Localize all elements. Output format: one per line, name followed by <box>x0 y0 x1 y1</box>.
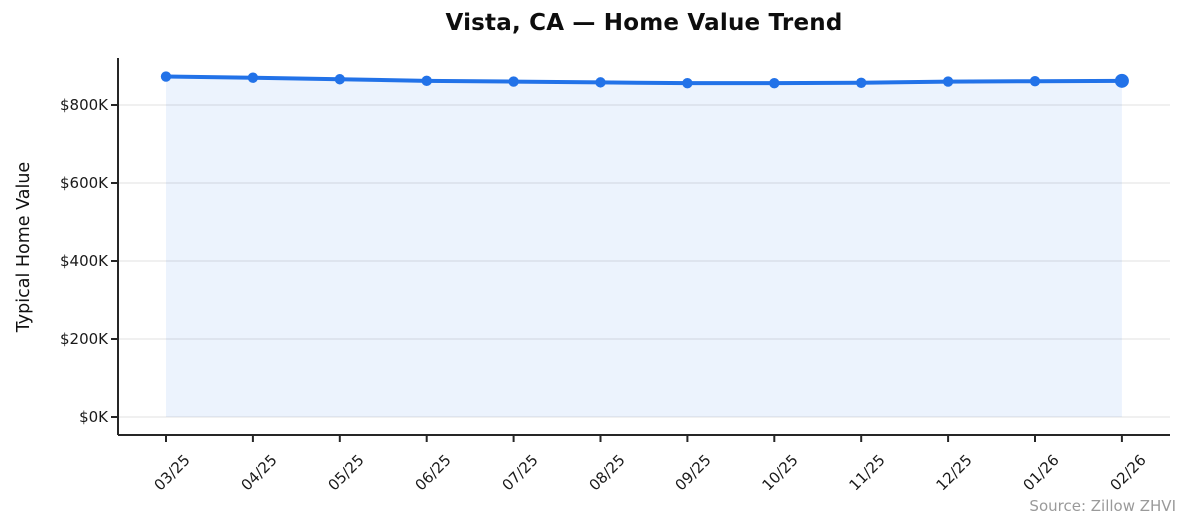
data-point <box>247 72 259 83</box>
y-tick-label: $600K <box>59 174 108 192</box>
data-point <box>508 76 519 87</box>
data-point <box>769 77 780 89</box>
y-tick-label: $0K <box>79 408 108 426</box>
data-point <box>942 76 954 87</box>
y-tick-label: $400K <box>59 252 108 270</box>
data-point <box>160 71 172 82</box>
data-point-latest <box>1114 73 1129 88</box>
data-point <box>334 74 345 85</box>
data-point <box>856 77 867 88</box>
y-tick-label: $200K <box>59 330 108 348</box>
data-point <box>421 75 432 87</box>
y-tick-label: $800K <box>59 96 108 114</box>
series-area-fill <box>166 76 1122 417</box>
data-point <box>682 77 693 89</box>
data-point <box>1029 76 1041 87</box>
series-line <box>164 74 1124 86</box>
chart-title: Vista, CA — Home Value Trend <box>445 10 843 36</box>
data-point <box>595 77 606 88</box>
source-note: Source: Zillow ZHVI <box>1029 497 1176 515</box>
